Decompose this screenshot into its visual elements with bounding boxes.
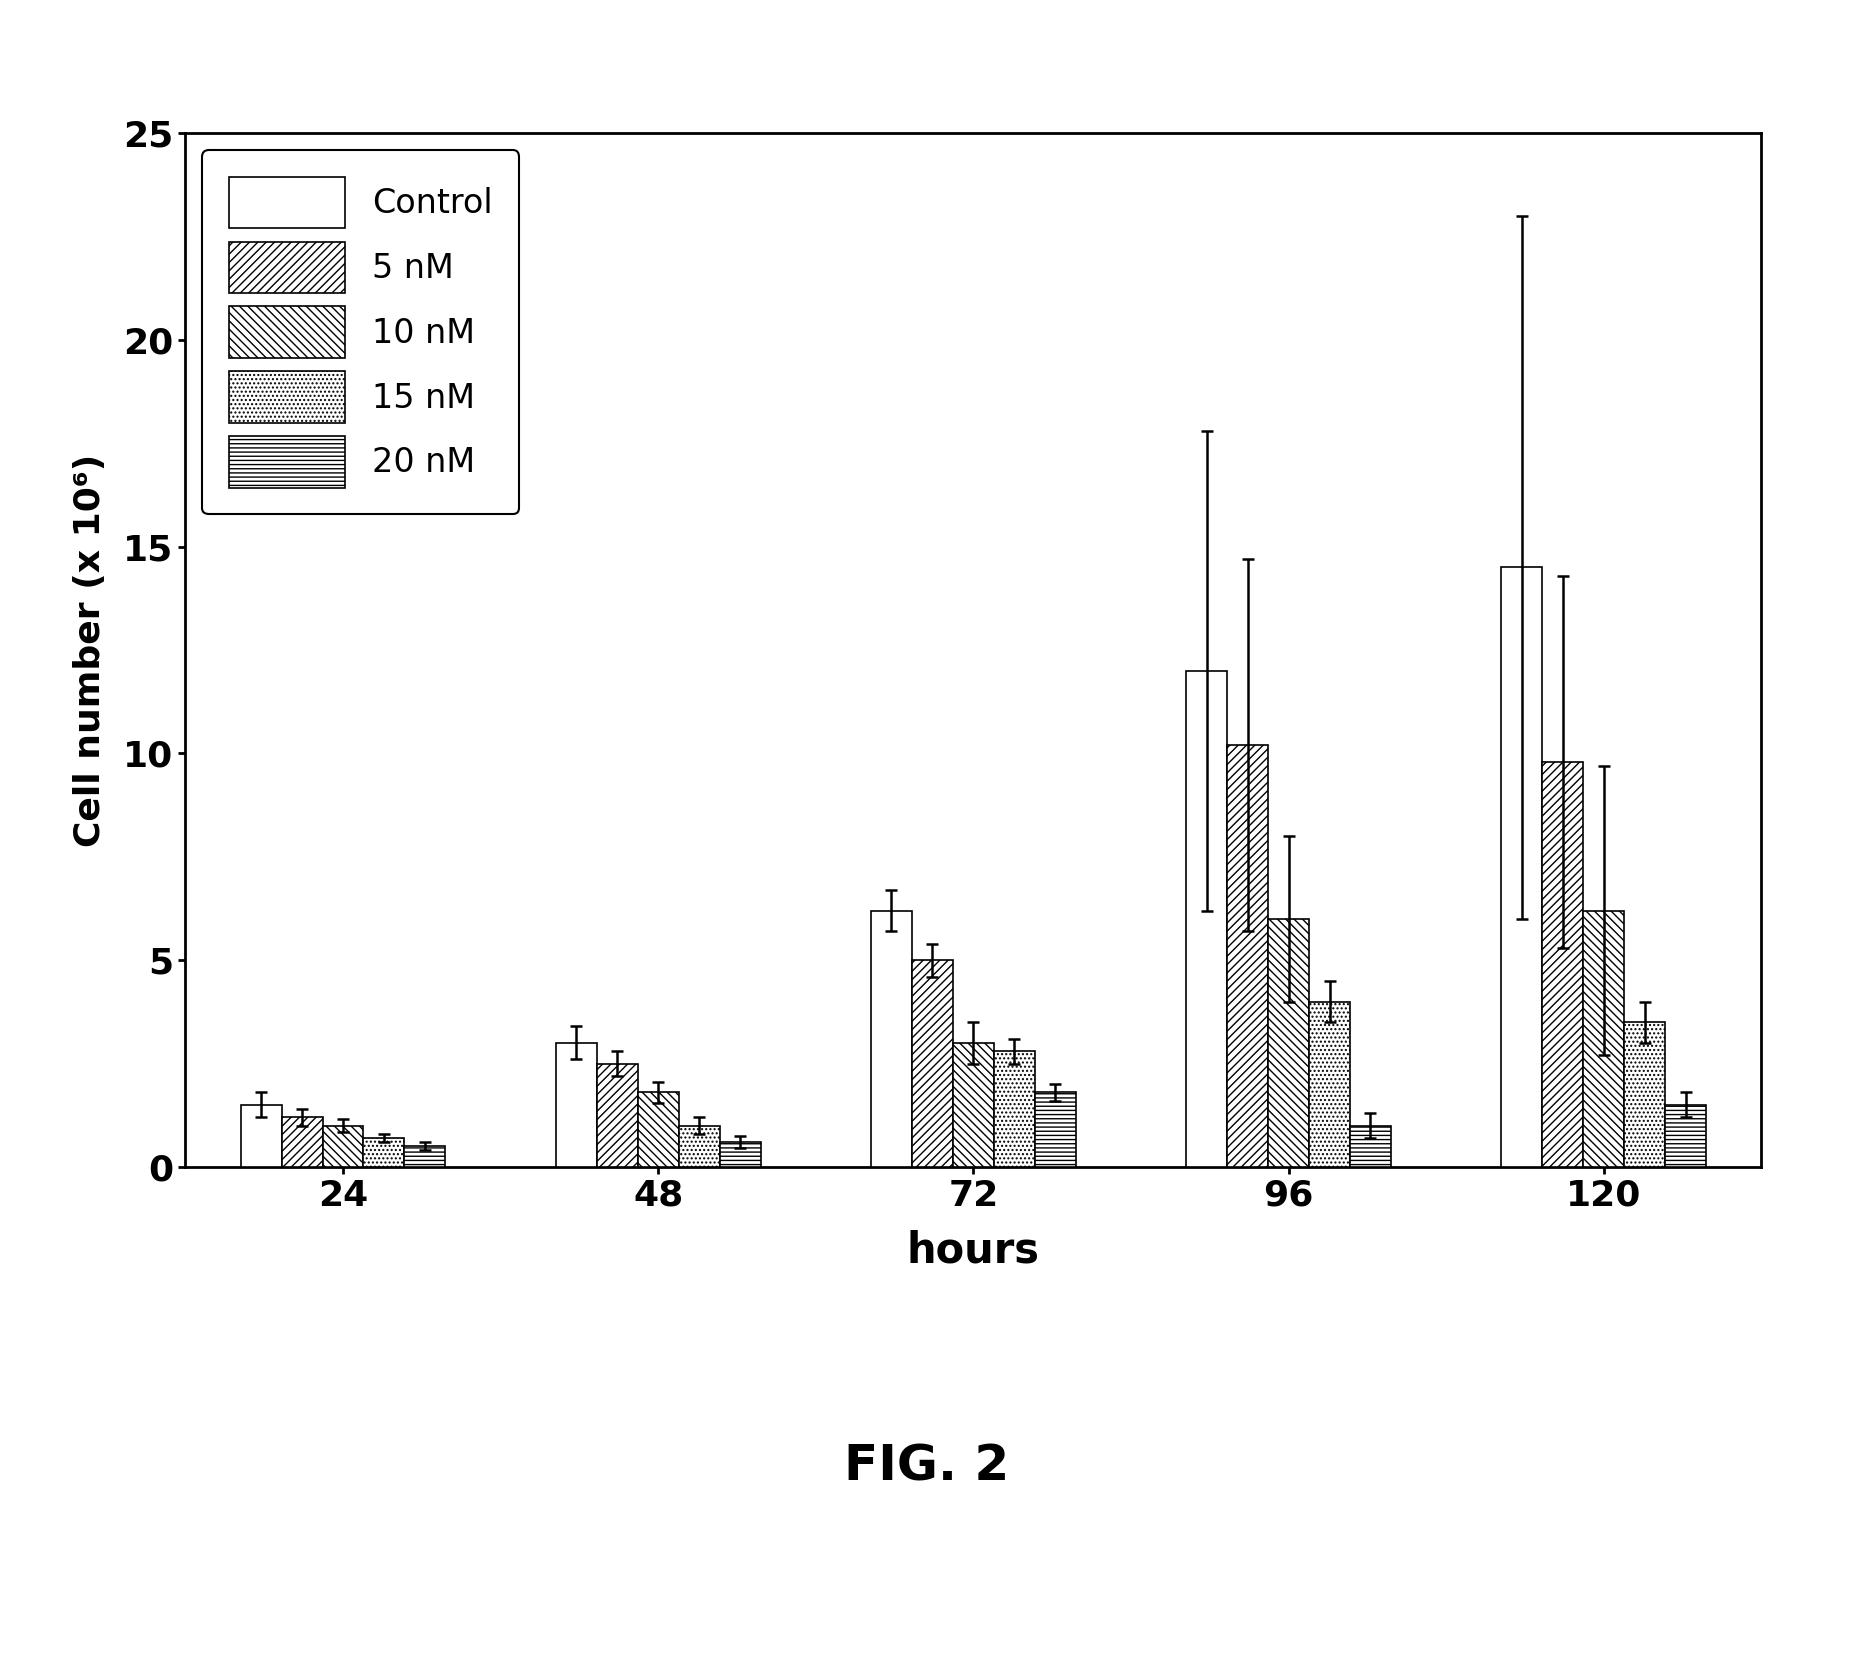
Bar — [1227, 745, 1268, 1167]
Bar — [679, 1125, 719, 1167]
Bar — [1502, 567, 1543, 1167]
Bar — [994, 1052, 1035, 1167]
Bar — [1309, 1002, 1350, 1167]
Bar — [556, 1044, 597, 1167]
Bar — [719, 1142, 760, 1167]
Bar — [912, 960, 953, 1167]
Bar — [1624, 1022, 1665, 1167]
Bar — [1543, 762, 1583, 1167]
Y-axis label: Cell number (x 10⁶): Cell number (x 10⁶) — [72, 453, 108, 847]
Text: FIG. 2: FIG. 2 — [844, 1444, 1010, 1490]
Bar — [404, 1147, 445, 1167]
X-axis label: hours: hours — [907, 1229, 1040, 1272]
Bar — [1665, 1105, 1706, 1167]
Bar — [363, 1139, 404, 1167]
Bar — [953, 1044, 994, 1167]
Bar — [1035, 1092, 1075, 1167]
Bar — [282, 1117, 323, 1167]
Bar — [1187, 670, 1227, 1167]
Bar — [1268, 919, 1309, 1167]
Legend: Control, 5 nM, 10 nM, 15 nM, 20 nM: Control, 5 nM, 10 nM, 15 nM, 20 nM — [202, 150, 519, 513]
Bar — [597, 1064, 638, 1167]
Bar — [1350, 1125, 1390, 1167]
Bar — [1583, 910, 1624, 1167]
Bar — [241, 1105, 282, 1167]
Bar — [638, 1092, 679, 1167]
Bar — [871, 910, 912, 1167]
Bar — [323, 1125, 363, 1167]
